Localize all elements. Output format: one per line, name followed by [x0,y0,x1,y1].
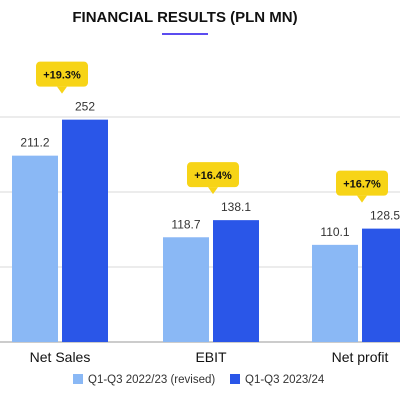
badge-box [336,170,388,196]
bar [362,228,400,342]
growth-badge: +19.3% [36,61,88,94]
legend-swatch [73,374,83,384]
legend: Q1-Q3 2022/23 (revised) Q1-Q3 2023/24 [73,374,325,386]
bar [12,155,58,342]
growth-badge: +16.4% [187,162,239,195]
category-label: Net profit [332,349,389,365]
badge-pointer [57,86,67,94]
bar-value-label: 128.5 [370,209,400,223]
badge-box [36,61,88,87]
title-underline [162,33,208,35]
value-labels: 211.2 252 118.7 138.1 110.1 128.5 [20,100,400,239]
category-label: EBIT [195,349,227,365]
badge-pointer [357,195,367,203]
bars [12,119,400,342]
category-axis: Net Sales EBIT Net profit [30,349,389,365]
bar [312,244,358,342]
bar-value-label: 211.2 [20,136,49,150]
bar-value-label: 118.7 [171,217,200,231]
badge-box [187,162,239,188]
bar-value-label: 138.1 [221,200,251,214]
bar-value-label: 252 [75,100,95,114]
growth-badges: +19.3% +16.4% +16.7% [36,61,388,203]
category-label: Net Sales [30,349,91,365]
bar [163,237,209,342]
legend-label: Q1-Q3 2022/23 (revised) [88,374,215,386]
legend-label: Q1-Q3 2023/24 [245,374,325,386]
badge-pointer [208,187,218,195]
bar-value-label: 110.1 [320,225,349,239]
bar [213,220,259,342]
legend-swatch [230,374,240,384]
badge-label: +19.3% [43,70,81,82]
bar [62,119,108,342]
growth-badge: +16.7% [336,170,388,203]
badge-label: +16.7% [343,179,381,191]
badge-label: +16.4% [194,170,232,182]
chart-title: FINANCIAL RESULTS (PLN MN) [72,9,297,26]
